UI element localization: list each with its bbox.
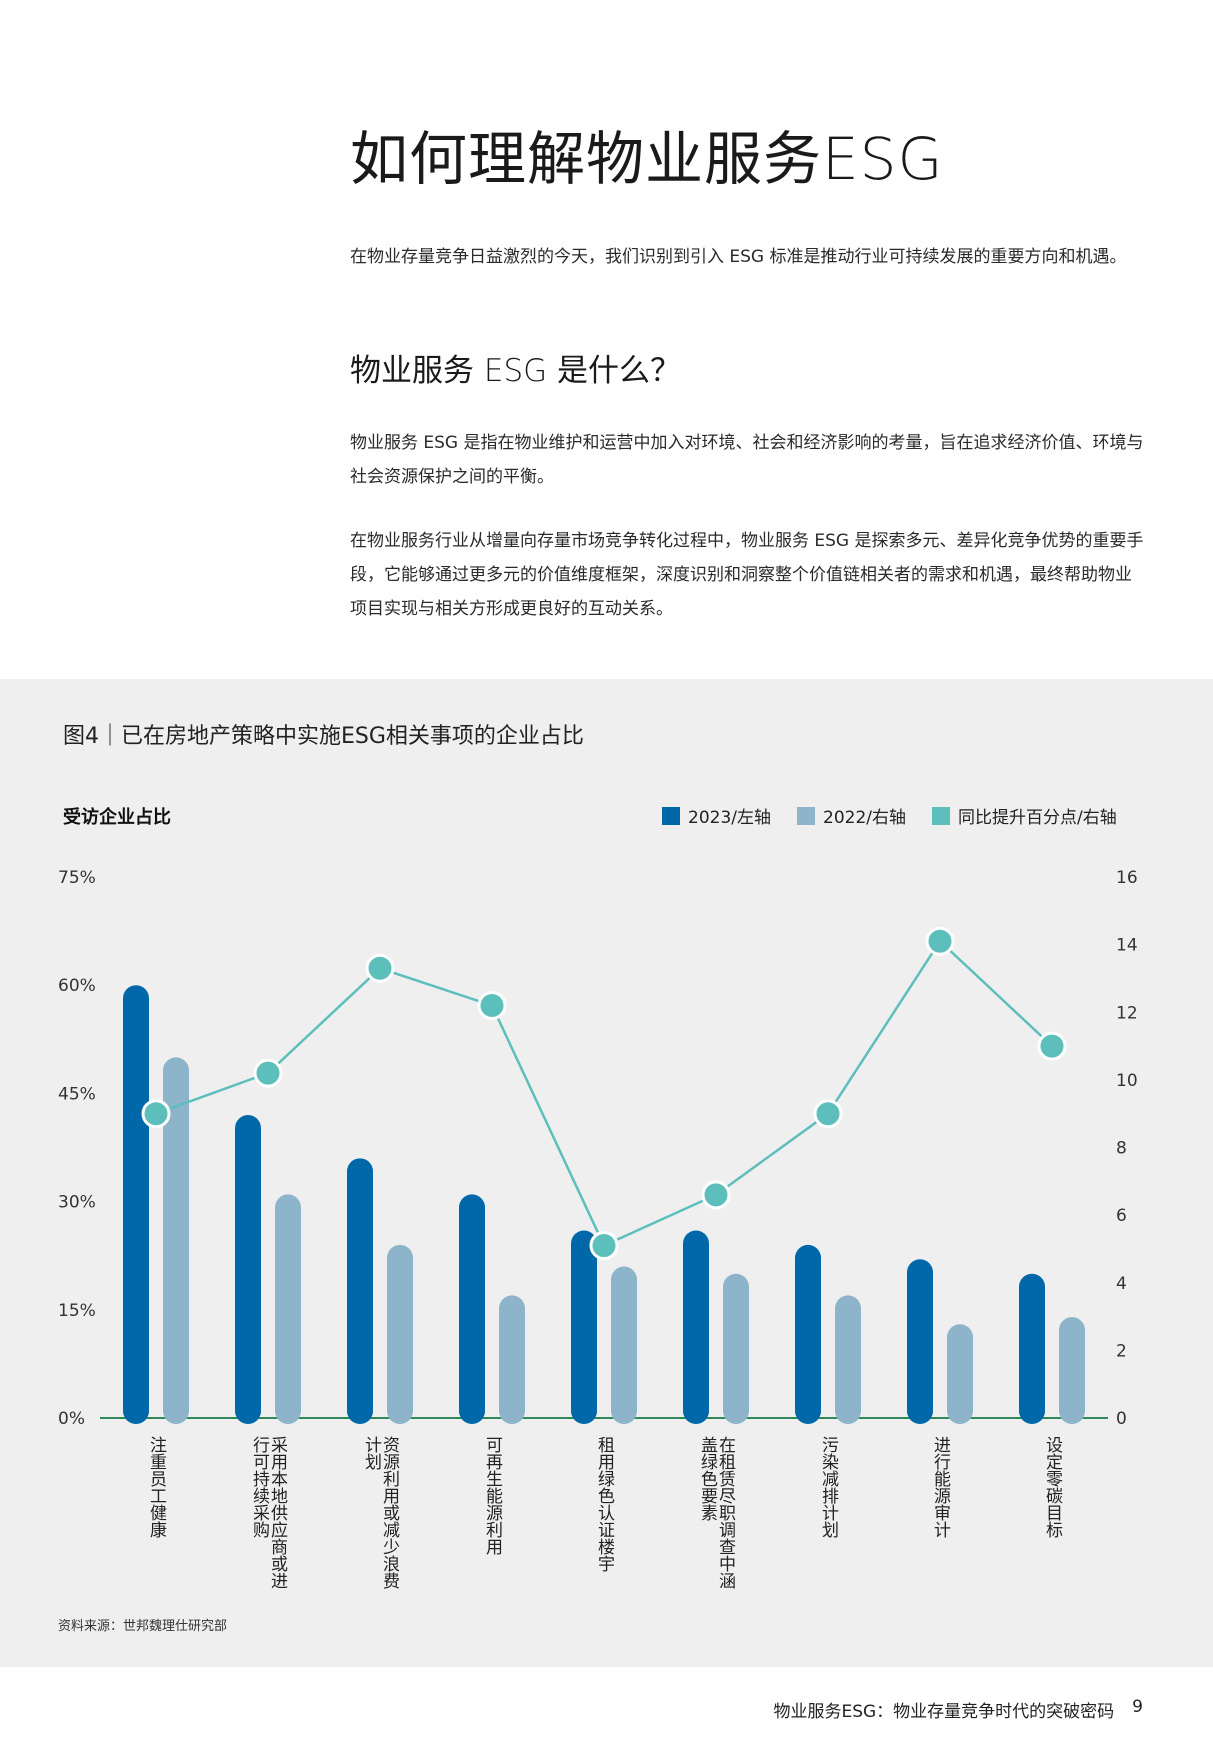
legend-swatch-2022 [797, 806, 815, 825]
bar-2023 [123, 985, 149, 1424]
yoy-point [589, 1231, 619, 1261]
bar-2022 [723, 1273, 749, 1424]
bar-2023 [907, 1259, 933, 1424]
bar-2023 [683, 1230, 709, 1424]
right-tick-label: 4 [1116, 1274, 1127, 1294]
category-label: 进行能源审计 [930, 1436, 951, 1538]
legend-label-2023: 2023/左轴 [688, 808, 771, 828]
category-label: 租用绿色认证楼宇 [594, 1436, 615, 1572]
bar-2022 [947, 1324, 973, 1424]
figure-panel [0, 679, 1213, 1667]
section-heading: 物业服务 ESG 是什么？ [350, 353, 681, 389]
right-tick-label: 10 [1116, 1071, 1138, 1091]
legend-label-2022: 2022/右轴 [823, 808, 906, 828]
bar-2022 [275, 1194, 301, 1424]
left-tick-label: 60% [58, 976, 96, 996]
bar-2022 [835, 1295, 861, 1424]
figure-title: 图4｜已在房地产策略中实施ESG相关事项的企业占比 [63, 724, 584, 749]
bar-2023 [571, 1230, 597, 1424]
right-tick-label: 16 [1116, 868, 1138, 888]
legend-item-2023: 2023/左轴 [662, 803, 771, 828]
yoy-point [1037, 1031, 1067, 1061]
bar-2023 [235, 1115, 261, 1424]
footer-title: 物业服务ESG：物业存量竞争时代的突破密码 [773, 1702, 1115, 1722]
category-label: 在租赁尽职调查中涵 [715, 1436, 736, 1589]
yoy-point [477, 990, 507, 1020]
yoy-point [141, 1099, 171, 1129]
left-tick-label: 15% [58, 1301, 96, 1321]
bar-line-chart: 0% 15% 30% 45% 60% 75% 0 2 4 6 8 10 12 14 16 注重员工健康 采用本地… [58, 868, 1138, 1589]
intro-paragraph: 在物业存量竞争日益激烈的今天，我们识别到引入 ESG 标准是推动行业可持续发展的… [350, 247, 1127, 267]
bar-2022 [387, 1244, 413, 1424]
left-tick-label: 0% [58, 1409, 85, 1429]
legend-swatch-2023 [662, 806, 680, 825]
bar-2023 [347, 1158, 373, 1424]
right-tick-label: 6 [1116, 1206, 1127, 1226]
category-label: 采用本地供应商或进 [267, 1436, 288, 1589]
chart-legend: 2023/左轴 2022/右轴 同比提升百分点/右轴 [662, 803, 1117, 828]
y-axis-title: 受访企业占比 [63, 807, 171, 828]
bar-2022 [1059, 1317, 1085, 1424]
yoy-point [813, 1099, 843, 1129]
category-label: 设定零碳目标 [1042, 1436, 1063, 1539]
legend-item-yoy: 同比提升百分点/右轴 [932, 803, 1117, 828]
page-number: 9 [1132, 1697, 1143, 1717]
yoy-point [253, 1058, 283, 1088]
right-tick-label: 2 [1116, 1341, 1127, 1361]
category-label: 资源利用或减少浪费 [379, 1436, 400, 1589]
definition-paragraph: 物业服务 ESG 是指在物业维护和运营中加入对环境、社会和经济影响的考量，旨在追… [350, 433, 1144, 487]
bar-2023 [795, 1244, 821, 1424]
right-tick-label: 12 [1116, 1003, 1138, 1023]
category-label: 注重员工健康 [146, 1436, 167, 1538]
category-label: 污染减排计划 [818, 1436, 839, 1538]
category-label: 计划 [361, 1436, 382, 1470]
legend-swatch-yoy [932, 806, 950, 825]
legend-item-2022: 2022/右轴 [797, 803, 906, 828]
bar-2023 [459, 1194, 485, 1424]
left-tick-label: 75% [58, 868, 96, 888]
yoy-point [701, 1180, 731, 1210]
yoy-point [925, 926, 955, 956]
right-tick-label: 14 [1116, 936, 1138, 956]
yoy-point [365, 953, 395, 983]
right-tick-label: 8 [1116, 1139, 1127, 1159]
context-paragraph: 在物业服务行业从增量向存量市场竞争转化过程中，物业服务 ESG 是探索多元、差异… [350, 531, 1144, 619]
bar-2023 [1019, 1273, 1045, 1424]
source-note: 资料来源：世邦魏理仕研究部 [58, 1619, 228, 1634]
left-tick-label: 30% [58, 1193, 96, 1213]
bar-2022 [163, 1057, 189, 1424]
category-label: 盖绿色要素 [697, 1436, 718, 1521]
page-footer: 物业服务ESG：物业存量竞争时代的突破密码 9 [773, 1697, 1143, 1722]
right-tick-label: 0 [1116, 1409, 1127, 1429]
left-tick-label: 45% [58, 1084, 96, 1104]
legend-label-yoy: 同比提升百分点/右轴 [958, 808, 1117, 828]
page-title: 如何理解物业服务ESG [350, 125, 944, 193]
bar-2022 [611, 1266, 637, 1424]
bar-2022 [499, 1295, 525, 1424]
category-label: 可再生能源利用 [482, 1436, 503, 1556]
category-label: 行可持续采购 [249, 1436, 270, 1539]
